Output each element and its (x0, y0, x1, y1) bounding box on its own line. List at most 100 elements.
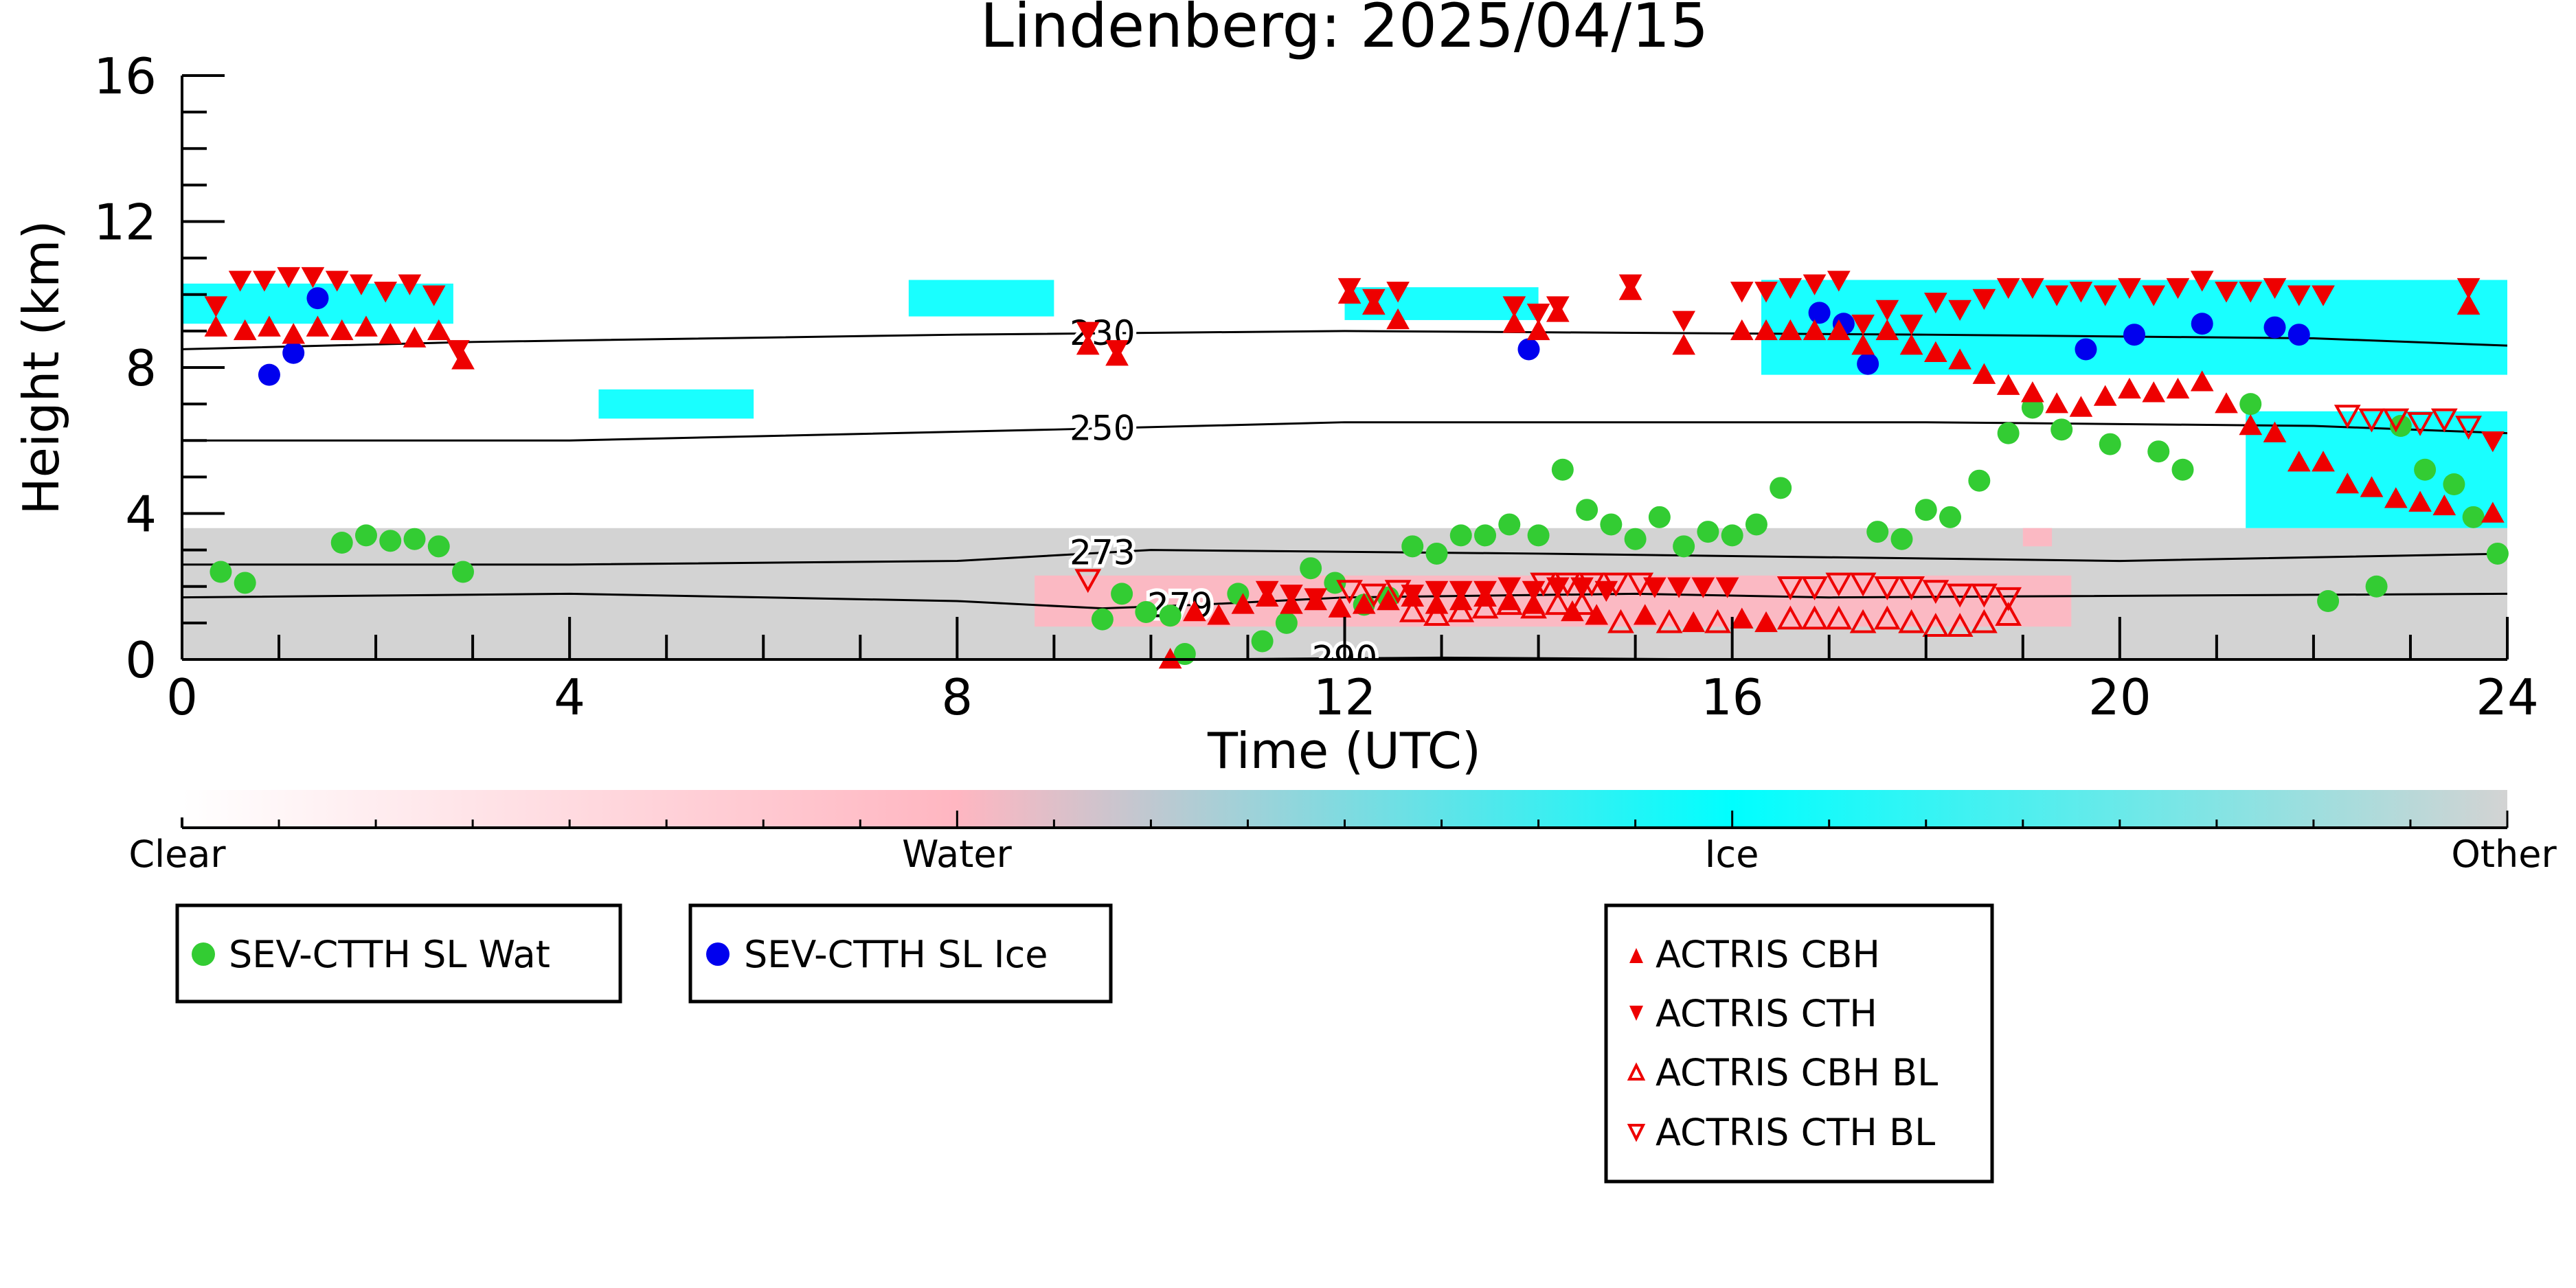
y-tick-label-16: 16 (93, 47, 157, 105)
point-actris-cbh-64 (2239, 414, 2263, 436)
point-sev-ctth-sl-wat-28 (1600, 513, 1623, 536)
point-sev-ctth-sl-wat-3 (354, 524, 377, 547)
point-actris-cbh-72 (2432, 494, 2456, 516)
point-actris-cth-42 (1851, 314, 1875, 336)
point-actris-cth-56 (2190, 271, 2214, 292)
point-actris-cbh-2 (258, 315, 281, 337)
point-actris-cth-39 (1778, 278, 1803, 300)
point-actris-cbh-56 (2045, 392, 2069, 414)
point-actris-cbh-bl-15 (1873, 605, 1901, 630)
point-actris-cbh-42 (1672, 334, 1695, 355)
y-tick-label-12: 12 (93, 194, 157, 251)
point-sev-ctth-sl-wat-33 (1721, 524, 1743, 547)
point-actris-cth-60 (2287, 285, 2311, 306)
point-actris-cth-bl-23 (2430, 408, 2458, 433)
point-actris-cth-bl-12 (1849, 572, 1877, 597)
point-sev-ctth-sl-wat-39 (1939, 506, 1962, 528)
point-actris-cbh-57 (2069, 396, 2093, 417)
point-actris-cbh-bl-14 (1849, 609, 1877, 633)
point-actris-cbh-53 (1972, 363, 1996, 384)
point-actris-cbh-32 (1682, 611, 1706, 633)
point-sev-ctth-sl-wat-26 (1551, 458, 1574, 481)
legend-label-sev-ice: SEV-CTTH SL Ice (744, 933, 1048, 976)
point-actris-cbh-63 (2215, 392, 2238, 414)
point-actris-cbh-9 (427, 319, 451, 341)
point-sev-ctth-sl-wat-46 (2171, 458, 2194, 481)
point-actris-cth-18 (1449, 580, 1473, 602)
point-actris-cbh-3 (282, 323, 306, 344)
point-sev-ctth-sl-wat-11 (1159, 605, 1182, 627)
region-water-8 (2022, 528, 2053, 547)
point-actris-cbh-bl-0 (1399, 598, 1426, 622)
region-ice-6 (598, 389, 754, 419)
point-actris-cbh-58 (2093, 385, 2117, 406)
point-actris-cth-19 (1473, 580, 1497, 602)
x-axis-label: Time (UTC) (1207, 722, 1481, 780)
point-actris-cth-37 (1730, 282, 1754, 303)
point-sev-ctth-sl-wat-35 (1770, 477, 1792, 499)
point-actris-cth-bl-7 (1603, 572, 1629, 597)
point-actris-cbh-14 (1183, 600, 1206, 622)
point-actris-cth-12 (1105, 340, 1129, 361)
point-sev-ctth-sl-wat-30 (1648, 506, 1671, 528)
point-actris-cbh-73 (2456, 293, 2481, 315)
point-actris-cbh-15 (1207, 604, 1230, 625)
point-actris-cth-59 (2263, 278, 2287, 300)
series-actris-cth-bl (1074, 405, 2482, 611)
point-actris-cth-63 (2481, 431, 2505, 453)
point-actris-cth-16 (1401, 585, 1425, 606)
point-sev-ctth-sl-wat-37 (1890, 528, 1913, 550)
point-actris-cbh-bl-8 (1607, 609, 1634, 633)
point-actris-cbh-47 (1827, 319, 1851, 341)
point-actris-cth-30 (1362, 289, 1386, 310)
point-actris-cth-3 (277, 267, 300, 289)
point-actris-cbh-bl-2 (1447, 598, 1475, 622)
x-tick-label-12: 12 (1313, 668, 1377, 726)
point-actris-cbh-46 (1803, 319, 1827, 341)
point-actris-cbh-39 (1526, 319, 1550, 341)
point-actris-cbh-bl-9 (1656, 609, 1683, 633)
point-actris-cth-29 (1337, 278, 1362, 300)
legend-sev-ice: SEV-CTTH SL Ice (688, 903, 1113, 1004)
data-markers (204, 267, 2509, 669)
region-ice-7 (908, 280, 1054, 317)
legend-label-actris-cth-bl: ACTRIS CTH BL (1656, 1111, 1935, 1154)
point-actris-cbh-61 (2166, 377, 2190, 399)
point-sev-ctth-sl-wat-16 (1300, 557, 1322, 580)
x-tick-label-8: 8 (941, 668, 973, 726)
point-actris-cth-bl-22 (2406, 411, 2434, 436)
point-sev-ctth-sl-wat-45 (2147, 440, 2170, 463)
point-actris-cth-bl-9 (1776, 576, 1804, 600)
y-tick-label-0: 0 (125, 631, 157, 689)
point-actris-cbh-50 (1899, 334, 1923, 355)
point-actris-cbh-31 (1633, 604, 1657, 625)
point-actris-cbh-51 (1924, 341, 1947, 363)
point-actris-cth-bl-4 (1530, 572, 1557, 597)
colorbar-label-clear: Clear (128, 833, 226, 876)
contour-279 (182, 592, 2507, 610)
point-actris-cbh-33 (1730, 607, 1754, 629)
point-sev-ctth-sl-wat-51 (2414, 458, 2437, 481)
point-actris-cbh-48 (1851, 334, 1875, 355)
point-actris-cbh-bl-5 (1520, 594, 1547, 619)
point-sev-ctth-sl-wat-24 (1498, 513, 1521, 536)
point-actris-cbh-11 (1076, 334, 1100, 355)
point-actris-cbh-21 (1352, 593, 1376, 614)
point-actris-cth-bl-0 (1074, 569, 1102, 594)
colorbar: Clear Water Ice Other (128, 790, 2557, 876)
point-sev-ctth-sl-wat-9 (1111, 583, 1133, 605)
point-actris-cth-bl-2 (1360, 583, 1388, 608)
point-actris-cbh-bl-17 (1922, 613, 1950, 637)
point-actris-cth-33 (1526, 304, 1550, 325)
point-actris-cbh-55 (2021, 381, 2044, 403)
point-actris-cth-bl-3 (1384, 580, 1412, 605)
point-actris-cth-48 (1996, 278, 2020, 300)
point-sev-ctth-sl-wat-50 (2389, 415, 2412, 437)
point-actris-cbh-bl-18 (1946, 613, 1974, 637)
point-actris-cbh-74 (2481, 501, 2505, 523)
colorbar-label-water: Water (902, 833, 1012, 876)
legend-label-actris-cth: ACTRIS CTH (1656, 992, 1877, 1035)
point-actris-cth-15 (1304, 588, 1328, 609)
point-actris-cbh-20 (1328, 596, 1352, 618)
point-actris-cth-38 (1754, 282, 1778, 303)
